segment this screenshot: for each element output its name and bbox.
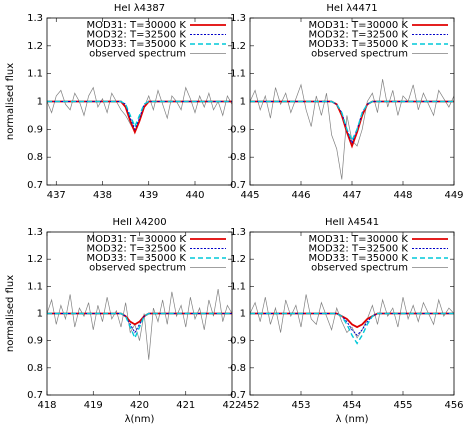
y-tick-label: 1.1 [27, 69, 43, 80]
x-tick-label: 456 [444, 400, 463, 411]
series-group [250, 294, 454, 345]
y-tick-label: 0.8 [27, 363, 43, 374]
x-tick-label: 455 [393, 400, 412, 411]
y-tick-label: 0.8 [27, 152, 43, 163]
legend-label: MOD31: T=30000 K [86, 20, 186, 31]
plot-border [46, 231, 233, 396]
panel: HeII λ4541 λ (nm) 0.7 0.8 0.9 1 1.1 1.2 1.3 452 45… [230, 217, 463, 425]
series-group [47, 86, 232, 135]
legend-label: observed spectrum [89, 263, 186, 274]
panel-title: HeII λ4200 [112, 217, 166, 228]
y-tick-label: 1.2 [230, 254, 246, 265]
legend-label: observed spectrum [311, 49, 408, 60]
series-line [250, 100, 454, 143]
x-tick-label: 449 [444, 190, 463, 201]
panel-title: HeII λ4541 [325, 217, 379, 228]
legend-label: observed spectrum [311, 263, 408, 274]
y-tick-label: 0.9 [27, 124, 43, 135]
x-tick-label: 440 [185, 190, 204, 201]
y-tick-label: 1.2 [27, 254, 43, 265]
y-tick-label: 0.7 [230, 390, 246, 401]
y-tick-label: 1.2 [230, 41, 246, 52]
y-tick-label: 1.2 [27, 41, 43, 52]
legend-label: MOD31: T=30000 K [308, 234, 408, 245]
x-tick-label: 439 [139, 190, 158, 201]
y-tick-label: 1 [240, 309, 246, 320]
series-group [47, 288, 232, 360]
y-tick-label: 1.1 [27, 281, 43, 292]
y-axis-label: normalised flux [5, 275, 16, 352]
series-line [47, 288, 232, 360]
y-tick-label: 0.9 [230, 336, 246, 347]
legend-label: MOD32: T=32500 K [86, 244, 186, 255]
y-tick-label: 0.7 [230, 180, 246, 191]
x-tick-label: 420 [130, 400, 149, 411]
legend-label: observed spectrum [89, 49, 186, 60]
legend-label: MOD31: T=30000 K [308, 20, 408, 31]
y-tick-label: 0.7 [27, 390, 43, 401]
y-tick-label: 1.1 [230, 69, 246, 80]
x-tick-label: 448 [393, 190, 412, 201]
y-tick-label: 1.3 [27, 227, 43, 238]
legend-label: MOD32: T=32500 K [308, 244, 408, 255]
plot-border [249, 17, 455, 186]
legend-label: MOD31: T=30000 K [86, 234, 186, 245]
y-tick-label: 0.9 [27, 336, 43, 347]
y-tick-label: 1 [37, 97, 43, 108]
x-tick-label: 454 [342, 400, 361, 411]
series-line [250, 312, 454, 345]
x-tick-label: 421 [176, 400, 195, 411]
plot-border [249, 231, 455, 396]
x-tick-label: 438 [93, 190, 112, 201]
series-line [47, 312, 232, 340]
legend-label: MOD32: T=32500 K [86, 30, 186, 41]
y-tick-label: 1.3 [27, 13, 43, 24]
series-line [250, 294, 454, 339]
series-group [250, 79, 454, 180]
y-tick-label: 1.1 [230, 281, 246, 292]
panel: HeI λ4471 0.7 0.8 0.9 1 1.1 1.2 1.3 445 446 447 448… [230, 3, 463, 201]
y-axis-label: normalised flux [5, 63, 16, 140]
y-tick-label: 0.9 [230, 124, 246, 135]
panel-title: HeI λ4471 [326, 3, 377, 14]
series-line [250, 79, 454, 180]
x-tick-label: 446 [291, 190, 310, 201]
legend-label: MOD33: T=35000 K [308, 253, 408, 264]
panel: HeII λ4200 normalised flux λ(nm) 0.7 0.8 0.9 1… [5, 217, 242, 425]
series-line [250, 101, 454, 145]
legend-label: MOD33: T=35000 K [86, 39, 186, 50]
x-tick-label: 422 [222, 400, 241, 411]
x-axis-label: λ (nm) [336, 414, 369, 425]
legend-label: MOD33: T=35000 K [86, 253, 186, 264]
legend-label: MOD32: T=32500 K [308, 30, 408, 41]
y-tick-label: 1.3 [230, 227, 246, 238]
series-line [47, 100, 232, 129]
series-line [47, 312, 232, 326]
y-tick-label: 0.8 [230, 152, 246, 163]
y-tick-label: 1 [240, 97, 246, 108]
x-tick-label: 447 [342, 190, 361, 201]
panel-title: HeI λ4387 [114, 3, 165, 14]
x-tick-label: 445 [240, 190, 259, 201]
series-line [47, 86, 232, 133]
y-tick-label: 1.3 [230, 13, 246, 24]
series-line [250, 312, 454, 329]
legend-label: MOD33: T=35000 K [308, 39, 408, 50]
x-tick-label: 418 [37, 400, 56, 411]
y-tick-label: 0.8 [230, 363, 246, 374]
panel: HeI λ4387 normalised flux 0.7 0.8 0.9 1 1.1 1.2… [5, 3, 233, 201]
x-tick-label: 419 [84, 400, 103, 411]
x-axis-label: λ(nm) [125, 414, 155, 425]
x-tick-label: 453 [291, 400, 310, 411]
x-tick-label: 452 [240, 400, 259, 411]
y-tick-label: 0.7 [27, 180, 43, 191]
x-tick-label: 437 [47, 190, 66, 201]
plot-border [46, 17, 233, 186]
y-tick-label: 1 [37, 309, 43, 320]
